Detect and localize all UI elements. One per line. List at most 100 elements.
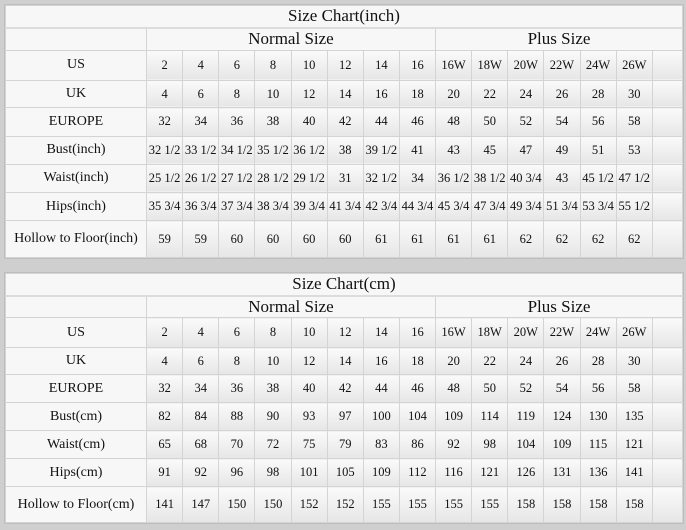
- table-row: Waist(inch) 25 1/2 26 1/2 27 1/2 28 1/2 29 1/…: [5, 163, 684, 194]
- table-row: Bust(cm) 82 84 88 90 93 97 100 104 109 114 119 124 13…: [5, 402, 684, 431]
- size-cell: 8: [254, 49, 292, 81]
- size-cell: 62: [579, 220, 617, 258]
- row-label: UK: [5, 79, 147, 109]
- size-cell: 75: [290, 430, 328, 459]
- size-cell: 48: [434, 107, 473, 137]
- size-cell: 158: [579, 486, 617, 523]
- size-cell: 112: [398, 458, 437, 487]
- size-cell: 40 3/4: [507, 163, 545, 194]
- size-cell: 51 3/4: [543, 192, 581, 222]
- table-row: EUROPE 32 34 36 38 40 42 44 46 48 50 52 54 56 58: [5, 107, 684, 137]
- size-cell: 53 3/4: [579, 192, 617, 222]
- size-cell: 88: [218, 402, 256, 431]
- size-cell: 12: [326, 317, 364, 348]
- size-cell: 45 3/4: [434, 192, 473, 222]
- size-cell: 50: [471, 374, 509, 403]
- row-label: Bust(cm): [5, 402, 147, 431]
- size-cell: 36 1/2: [290, 135, 328, 165]
- size-cell: 72: [254, 430, 292, 459]
- size-cell: 20W: [507, 317, 545, 348]
- size-cell: 116: [434, 458, 473, 487]
- size-cell: 46: [398, 107, 437, 137]
- size-cell: 12: [290, 347, 328, 375]
- size-cell: 105: [326, 458, 364, 487]
- size-chart-inch: Size Chart(inch) Normal Size Plus Size US 2 4…: [4, 4, 684, 259]
- size-cell: 38: [254, 374, 292, 403]
- size-cell: 109: [434, 402, 473, 431]
- size-cell: 36: [218, 374, 256, 403]
- size-cell: 62: [507, 220, 545, 258]
- row-label: Waist(inch): [5, 163, 147, 194]
- row-label: UK: [5, 347, 147, 375]
- size-cell: 61: [362, 220, 400, 258]
- size-cell: 49: [543, 135, 581, 165]
- row-label: US: [5, 49, 147, 81]
- size-cell: 121: [615, 430, 653, 459]
- size-cell: 20: [434, 347, 473, 375]
- size-cell: 104: [507, 430, 545, 459]
- empty-cell: [651, 49, 684, 81]
- size-cell: 18W: [471, 49, 509, 81]
- size-cell: 70: [218, 430, 256, 459]
- size-cell: 51: [579, 135, 617, 165]
- size-cell: 98: [471, 430, 509, 459]
- size-cell: 155: [471, 486, 509, 523]
- empty-cell: [651, 430, 684, 459]
- table-row: Bust(inch) 32 1/2 33 1/2 34 1/2 35 1/2 36 1/2…: [5, 135, 684, 165]
- size-cell: 30: [615, 79, 653, 109]
- size-cell: 124: [543, 402, 581, 431]
- size-cell: 42: [326, 107, 364, 137]
- size-cell: 126: [507, 458, 545, 487]
- empty-cell: [651, 220, 684, 258]
- size-cell: 26W: [615, 49, 653, 81]
- size-cell: 26: [543, 79, 581, 109]
- size-cell: 14: [362, 317, 400, 348]
- chart-title: Size Chart(cm): [5, 273, 683, 297]
- size-cell: 16: [398, 49, 437, 81]
- size-cell: 109: [362, 458, 400, 487]
- table-row: Hollow to Floor(inch) 59 59 60 60 60 60 61 61 61 6…: [5, 220, 684, 258]
- size-cell: 20: [434, 79, 473, 109]
- size-cell: 155: [434, 486, 473, 523]
- size-cell: 32: [145, 374, 184, 403]
- size-cell: 93: [290, 402, 328, 431]
- table-row: US 2 4 6 8 10 12 14 16 16W 18W 20W 22W 24W 26W: [5, 49, 684, 81]
- empty-cell: [651, 347, 684, 375]
- size-cell: 59: [145, 220, 184, 258]
- size-cell: 100: [362, 402, 400, 431]
- size-cell: 65: [145, 430, 184, 459]
- size-cell: 24: [507, 79, 545, 109]
- size-cell: 28 1/2: [254, 163, 292, 194]
- size-cell: 60: [254, 220, 292, 258]
- size-cell: 4: [182, 317, 220, 348]
- empty-cell: [651, 486, 684, 523]
- size-cell: 54: [543, 107, 581, 137]
- empty-cell: [651, 107, 684, 137]
- size-cell: 44 3/4: [398, 192, 437, 222]
- size-cell: 41: [398, 135, 437, 165]
- size-cell: 46: [398, 374, 437, 403]
- size-cell: 39 3/4: [290, 192, 328, 222]
- size-cell: 121: [471, 458, 509, 487]
- size-cell: 42 3/4: [362, 192, 400, 222]
- row-label: Hips(cm): [5, 458, 147, 487]
- size-cell: 34: [398, 163, 437, 194]
- size-cell: 18: [398, 79, 437, 109]
- size-cell: 61: [434, 220, 473, 258]
- empty-cell: [651, 317, 684, 348]
- size-cell: 45: [471, 135, 509, 165]
- size-cell: 60: [218, 220, 256, 258]
- size-cell: 20W: [507, 49, 545, 81]
- size-cell: 6: [218, 317, 256, 348]
- size-cell: 8: [218, 79, 256, 109]
- size-cell: 38 1/2: [471, 163, 509, 194]
- size-cell: 150: [218, 486, 256, 523]
- size-cell: 16: [398, 317, 437, 348]
- size-cell: 54: [543, 374, 581, 403]
- chart-title: Size Chart(inch): [5, 4, 683, 29]
- size-cell: 22W: [543, 49, 581, 81]
- size-cell: 79: [326, 430, 364, 459]
- size-cell: 152: [326, 486, 364, 523]
- size-cell: 6: [218, 49, 256, 81]
- size-cell: 18: [398, 347, 437, 375]
